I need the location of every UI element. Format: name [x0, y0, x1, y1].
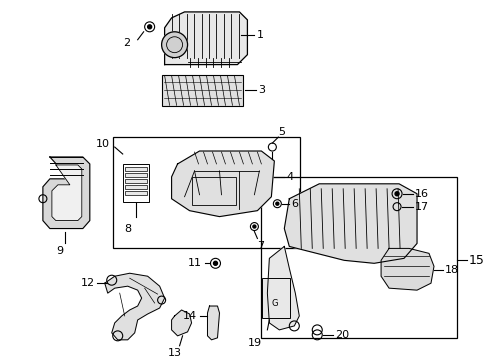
Circle shape: [275, 202, 278, 205]
Polygon shape: [267, 246, 299, 330]
Text: 12: 12: [81, 278, 95, 288]
Text: 18: 18: [444, 265, 458, 275]
Text: 2: 2: [123, 38, 130, 48]
Text: 16: 16: [414, 189, 428, 199]
Text: G: G: [270, 298, 277, 307]
Text: 11: 11: [187, 258, 201, 268]
Bar: [261, 177, 456, 338]
Polygon shape: [52, 165, 81, 221]
Bar: [124, 185, 146, 189]
Text: 5: 5: [278, 127, 285, 137]
Polygon shape: [284, 184, 416, 263]
Bar: [124, 179, 146, 183]
Polygon shape: [380, 248, 433, 290]
Text: 15: 15: [468, 254, 484, 267]
Text: 7: 7: [257, 242, 264, 251]
Text: 9: 9: [56, 246, 63, 256]
Text: 4: 4: [286, 172, 293, 182]
Bar: [124, 167, 146, 171]
Text: 20: 20: [335, 330, 348, 340]
Bar: [262, 278, 290, 318]
Bar: [124, 173, 146, 177]
Text: 1: 1: [256, 30, 263, 40]
Bar: [124, 191, 146, 195]
Text: 14: 14: [182, 311, 196, 321]
Text: 19: 19: [247, 338, 261, 348]
Bar: [191, 177, 236, 205]
Text: 13: 13: [167, 348, 181, 358]
Circle shape: [213, 261, 217, 265]
Circle shape: [252, 225, 255, 228]
Polygon shape: [171, 151, 274, 217]
Circle shape: [147, 25, 151, 29]
Polygon shape: [207, 306, 219, 340]
Bar: [122, 164, 148, 202]
Text: 3: 3: [258, 85, 265, 95]
Text: 10: 10: [96, 139, 109, 149]
Polygon shape: [164, 12, 247, 64]
Polygon shape: [171, 310, 191, 336]
Text: 6: 6: [291, 199, 298, 209]
Circle shape: [162, 32, 187, 58]
Circle shape: [394, 192, 398, 196]
Text: 8: 8: [124, 224, 131, 234]
Bar: [113, 137, 300, 248]
Bar: [162, 75, 243, 106]
Polygon shape: [43, 157, 90, 229]
Text: 17: 17: [414, 202, 428, 212]
Polygon shape: [104, 273, 164, 340]
